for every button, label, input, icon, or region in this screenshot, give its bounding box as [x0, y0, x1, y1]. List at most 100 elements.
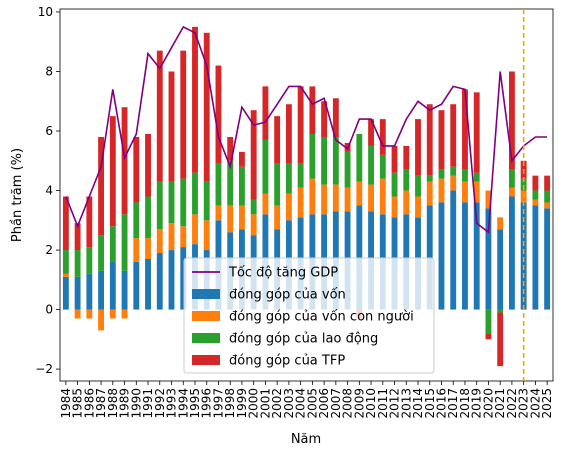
- bar: [180, 50, 187, 179]
- x-tick-label: 2018: [458, 388, 472, 419]
- bar: [344, 151, 351, 188]
- bar: [156, 253, 163, 310]
- x-tick-label: 2016: [435, 388, 449, 419]
- x-tick-label: 1985: [71, 388, 85, 419]
- legend-swatch: [192, 355, 220, 365]
- bar: [473, 92, 480, 173]
- bar: [203, 181, 210, 221]
- bar: [262, 86, 269, 140]
- bar: [485, 190, 492, 209]
- legend-swatch: [192, 333, 220, 343]
- legend-swatch: [192, 311, 220, 321]
- bar: [74, 223, 81, 251]
- bar: [532, 190, 539, 200]
- bar: [250, 199, 257, 215]
- bar: [379, 178, 386, 215]
- x-tick-label: 1997: [212, 388, 226, 419]
- legend-box: [183, 257, 435, 374]
- bar: [109, 116, 116, 227]
- bar: [391, 145, 398, 173]
- y-tick-label: 8: [45, 64, 53, 78]
- bar: [156, 50, 163, 182]
- bar: [497, 217, 504, 230]
- bar: [133, 202, 140, 239]
- bar: [145, 133, 151, 197]
- legend-label: đóng góp của TFP: [229, 354, 345, 369]
- bar: [133, 238, 140, 262]
- bar: [227, 136, 234, 161]
- x-tick-label: 1989: [118, 388, 132, 419]
- bar: [356, 181, 363, 206]
- bar: [403, 169, 410, 191]
- bar: [415, 196, 421, 218]
- bar: [109, 226, 116, 262]
- bar: [62, 250, 69, 274]
- bar: [415, 119, 421, 176]
- legend-label: đóng góp của vốn: [229, 288, 346, 303]
- bar: [285, 163, 292, 194]
- x-tick-label: 1987: [94, 388, 108, 419]
- bar: [86, 247, 93, 274]
- bar: [544, 190, 551, 203]
- x-tick-label: 1999: [235, 388, 249, 419]
- y-tick-label: 0: [45, 303, 53, 317]
- bar: [168, 181, 175, 224]
- bar: [485, 208, 492, 310]
- bar: [450, 175, 457, 191]
- line-layer: [65, 9, 548, 381]
- x-tick-label: 2006: [317, 388, 331, 419]
- bar: [485, 309, 492, 334]
- bar: [168, 223, 175, 251]
- axes: [59, 8, 554, 382]
- bar: [508, 187, 515, 197]
- y-tick-label: 10: [38, 5, 53, 19]
- bar: [544, 202, 551, 209]
- x-tick-label: 2019: [470, 388, 484, 419]
- bar: [297, 163, 304, 188]
- x-tick-label: 2012: [388, 388, 402, 419]
- plot-frame: [59, 8, 554, 382]
- bar: [121, 309, 128, 319]
- bar: [321, 136, 328, 185]
- bar: [156, 229, 163, 254]
- bar: [485, 333, 492, 340]
- x-tick-label: 2015: [423, 388, 437, 419]
- bar: [332, 184, 339, 212]
- x-tick-label: 2020: [481, 388, 495, 419]
- legend-label: đóng góp của lao động: [229, 332, 378, 347]
- bar: [379, 119, 386, 155]
- bar: [239, 151, 245, 167]
- x-tick-label: 2025: [540, 388, 554, 419]
- x-tick-label: 1995: [188, 388, 202, 419]
- bar: [391, 172, 398, 197]
- bar: [450, 190, 457, 310]
- bar: [497, 312, 504, 367]
- bar: [321, 184, 328, 215]
- x-tick-label: 1991: [141, 388, 155, 419]
- bar: [168, 250, 175, 310]
- bar: [168, 71, 175, 182]
- bar: [133, 136, 140, 203]
- x-tick-label: 1994: [176, 388, 190, 419]
- x-tick-label: 2023: [517, 388, 531, 419]
- x-tick-label: 2017: [446, 388, 460, 419]
- bar: [321, 101, 328, 137]
- bar: [438, 110, 445, 170]
- bar: [121, 107, 128, 215]
- bar: [508, 196, 515, 310]
- bar: [274, 163, 281, 206]
- bar: [497, 309, 504, 313]
- bar: [215, 205, 222, 221]
- bar: [508, 71, 515, 170]
- bar: [332, 136, 339, 185]
- x-tick-label: 2009: [352, 388, 366, 419]
- x-tick-label: 1988: [106, 388, 120, 419]
- bar: [74, 276, 81, 310]
- x-tick-label: 2003: [282, 388, 296, 419]
- bar: [192, 214, 198, 245]
- bar: [344, 187, 351, 212]
- bar: [426, 104, 433, 176]
- bar: [262, 193, 269, 215]
- bar: [532, 205, 539, 310]
